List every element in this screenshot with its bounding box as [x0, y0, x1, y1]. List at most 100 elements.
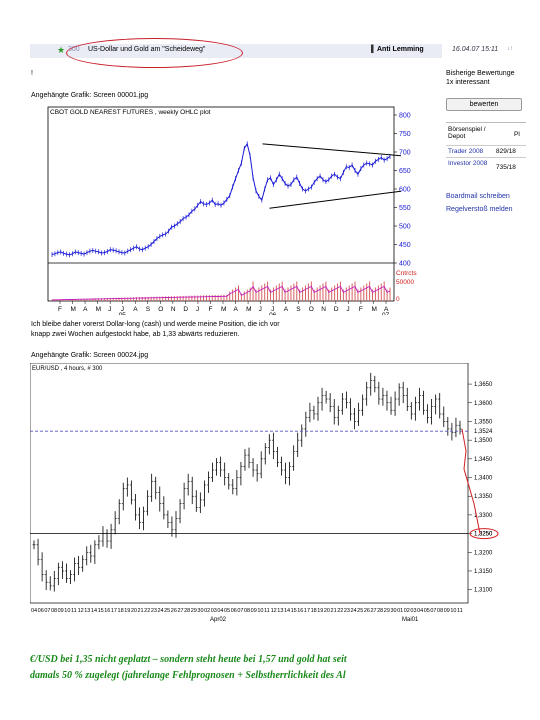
x-day-label: 24 — [351, 608, 357, 614]
y-tick-label: 550 — [399, 205, 411, 212]
x-day-label: 12 — [78, 608, 84, 614]
x-month-label: N — [321, 306, 326, 313]
gold-chart-y-ticks: 800 750 700 650 600 550 500 450 400 — [394, 113, 411, 268]
eurusd-chart: EUR/USD , 4 hours, # 300 1,36501,36001,3… — [30, 363, 499, 623]
body-text-line-2: knapp zwei Wochen aufgestockt habe, ab 1… — [31, 331, 240, 338]
x-month-label: M — [96, 306, 101, 313]
x-month-label: A — [284, 306, 289, 313]
x-day-label: 08 — [51, 608, 57, 614]
attachment-label-2[interactable]: Angehängte Grafik: Screen 00024.jpg — [31, 352, 149, 359]
x-day-label: 19 — [317, 608, 323, 614]
y-tick-label: 800 — [399, 113, 411, 120]
eurusd-y-ticks: 1,3650 1,3600 1,3550 1,3500 1,3450 1,3400 1,33… — [468, 382, 493, 594]
projection-arrow — [461, 428, 481, 534]
x-day-label: 17 — [111, 608, 117, 614]
depot-row-investor[interactable]: Investor 2008 — [448, 160, 488, 167]
x-day-label: 19 — [124, 608, 130, 614]
author-name[interactable]: Anti Lemming — [377, 46, 424, 53]
x-day-label: 04 — [217, 608, 223, 614]
x-month-label: D — [334, 306, 339, 313]
gold-chart-volume — [51, 141, 391, 301]
rating-count: 1x interessant — [446, 79, 490, 86]
x-day-label: 11 — [457, 608, 463, 614]
x-day-label: 30 — [197, 608, 203, 614]
x-day-label: 18 — [311, 608, 317, 614]
x-month-label: J — [108, 306, 111, 313]
x-day-label: 15 — [291, 608, 297, 614]
x-month-label: F — [208, 306, 212, 313]
x-day-label: 09 — [444, 608, 450, 614]
depot-table: Börsenspiel / Depot Pl Trader 2008 829/1… — [446, 122, 526, 183]
footer-comment: €/USD bei 1,35 nicht geplatzt – sondern … — [30, 652, 510, 684]
gold-chart: CBOT GOLD NEAREST FUTURES , weekly OHLC … — [47, 106, 417, 315]
x-month-label: M — [221, 306, 226, 313]
y-tick-label: 1,3450 — [474, 457, 493, 463]
x-day-label: 27 — [370, 608, 376, 614]
eurusd-chart-title: EUR/USD , 4 hours, # 300 — [32, 366, 103, 372]
x-year-label: 06 — [269, 312, 277, 315]
y-tick-label: 750 — [399, 131, 411, 138]
month-label-apr: Apr02 — [210, 617, 227, 623]
x-day-label: 22 — [337, 608, 343, 614]
x-day-label: 09 — [251, 608, 257, 614]
x-month-label: S — [146, 306, 151, 313]
x-year-label: 05 — [119, 312, 127, 315]
x-day-label: 26 — [364, 608, 370, 614]
star-icon[interactable]: ★ — [57, 45, 66, 55]
boardmail-link[interactable]: Boardmail schreiben — [446, 193, 510, 200]
x-day-label: 11 — [264, 608, 270, 614]
depot-row-trader[interactable]: Trader 2008 — [448, 148, 484, 155]
attachment-label-1[interactable]: Angehängte Grafik: Screen 00001.jpg — [31, 92, 149, 99]
y-tick-label: 1,3300 — [474, 513, 493, 519]
x-day-label: 07 — [237, 608, 243, 614]
x-day-label: 06 — [231, 608, 237, 614]
x-day-label: 27 — [177, 608, 183, 614]
x-day-label: 12 — [271, 608, 277, 614]
x-day-label: 07 — [430, 608, 436, 614]
x-day-label: 13 — [84, 608, 90, 614]
rate-button[interactable]: bewerten — [446, 98, 522, 111]
title-highlight-oval — [66, 38, 243, 68]
x-day-label: 08 — [437, 608, 443, 614]
depot-row-investor-value: 735/18 — [496, 164, 516, 171]
y-tick-label: 1,3250 — [474, 532, 493, 538]
x-day-label: 26 — [171, 608, 177, 614]
x-day-label: 23 — [344, 608, 350, 614]
y-tick-label: 1,3500 — [474, 438, 493, 444]
x-day-label: 29 — [384, 608, 390, 614]
x-day-label: 16 — [104, 608, 110, 614]
x-day-label: 03 — [410, 608, 416, 614]
footer-line-1: €/USD bei 1,35 nicht geplatzt – sondern … — [30, 654, 347, 665]
report-link[interactable]: Regelverstoß melden — [446, 206, 513, 213]
x-day-label: 28 — [377, 608, 383, 614]
y-tick-label: 1,3200 — [474, 550, 493, 556]
x-month-label: S — [296, 306, 301, 313]
x-month-label: M — [246, 306, 251, 313]
x-month-label: J — [196, 306, 199, 313]
depot-table-header-2: Pl — [514, 131, 520, 138]
x-day-label: 23 — [151, 608, 157, 614]
trend-line — [269, 190, 401, 209]
x-day-label: 13 — [277, 608, 283, 614]
y-tick-label: 1,3550 — [474, 419, 493, 425]
post-date: 16.04.07 15:11 — [452, 46, 499, 53]
y-tick-label: 500 — [399, 224, 411, 231]
x-month-label: A — [83, 306, 88, 313]
depot-table-header: Börsenspiel / Depot — [448, 126, 486, 140]
x-month-label: J — [121, 306, 124, 313]
volume-tick-50000: 50000 — [396, 279, 414, 286]
level-label: 1,3524 — [474, 429, 493, 435]
sort-arrows-icon[interactable]: ↓↑ — [507, 46, 513, 52]
x-day-label: 25 — [164, 608, 170, 614]
x-month-label: M — [71, 306, 76, 313]
x-day-label: 18 — [118, 608, 124, 614]
y-tick-label: 700 — [399, 150, 411, 157]
x-day-label: 28 — [184, 608, 190, 614]
x-day-label: 11 — [71, 608, 77, 614]
y-tick-label: 450 — [399, 242, 411, 249]
x-day-label: 21 — [138, 608, 144, 614]
trend-line — [262, 143, 401, 157]
x-month-label: M — [371, 306, 376, 313]
x-month-label: J — [271, 306, 274, 313]
x-day-label: 01 — [397, 608, 403, 614]
